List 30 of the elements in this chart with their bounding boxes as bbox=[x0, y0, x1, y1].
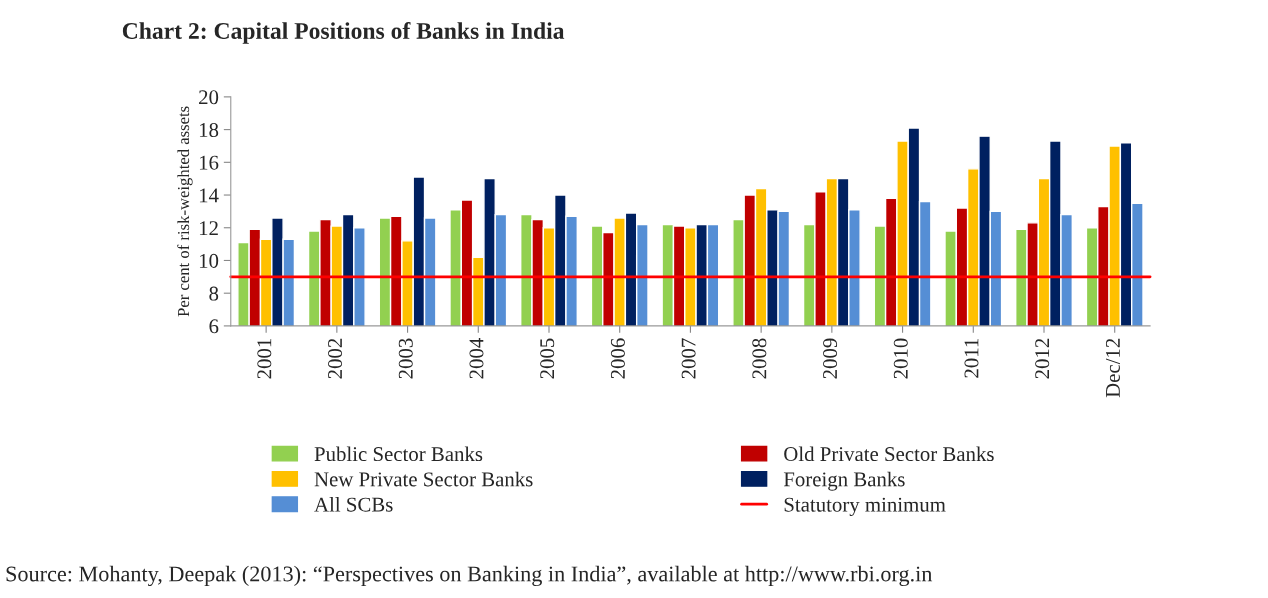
x-tick-label: 2003 bbox=[398, 338, 413, 379]
x-tick-label: 2002 bbox=[328, 338, 343, 379]
y-tick-label: 16 bbox=[199, 155, 219, 170]
x-tick-label: 2001 bbox=[257, 338, 272, 379]
x-tick-label: 2004 bbox=[469, 338, 484, 379]
y-tick-label: 18 bbox=[199, 122, 219, 138]
x-tick-label: 2008 bbox=[752, 338, 767, 379]
legend-label: Statutory minimum bbox=[784, 497, 946, 516]
x-tick-label: 2005 bbox=[540, 338, 555, 379]
y-tick-label: 6 bbox=[209, 319, 219, 334]
y-tick-label: 10 bbox=[199, 253, 219, 268]
legend-label: New Private Sector Banks bbox=[314, 471, 533, 487]
y-tick-label: 20 bbox=[199, 90, 219, 105]
chart-title: Chart 2: Capital Positions of Banks in India bbox=[122, 22, 565, 44]
y-tick-label: 14 bbox=[199, 188, 219, 203]
legend-label: All SCBs bbox=[314, 496, 393, 512]
y-tick-label: 12 bbox=[199, 221, 218, 235]
x-tick-label: 2009 bbox=[823, 338, 838, 379]
legend-label: Public Sector Banks bbox=[314, 446, 483, 462]
x-tick-label: Dec/12 bbox=[1105, 338, 1120, 398]
x-tick-label: 2010 bbox=[893, 338, 908, 379]
x-tick-label: 2006 bbox=[610, 338, 625, 379]
y-axis-title: Per cent of risk-weighted assets bbox=[177, 106, 193, 317]
legend-label: Old Private Sector Banks bbox=[784, 446, 994, 462]
legend-label: Foreign Banks bbox=[783, 471, 905, 491]
x-tick-label: 2011 bbox=[964, 338, 979, 378]
source-note: Source: Mohanty, Deepak (2013): “Perspectives on Banking in India”, available at http://www.rbi.org.in bbox=[6, 565, 933, 587]
x-tick-label: 2007 bbox=[681, 338, 696, 379]
x-tick-label: 2012 bbox=[1035, 338, 1050, 379]
y-tick-label: 8 bbox=[209, 286, 219, 301]
